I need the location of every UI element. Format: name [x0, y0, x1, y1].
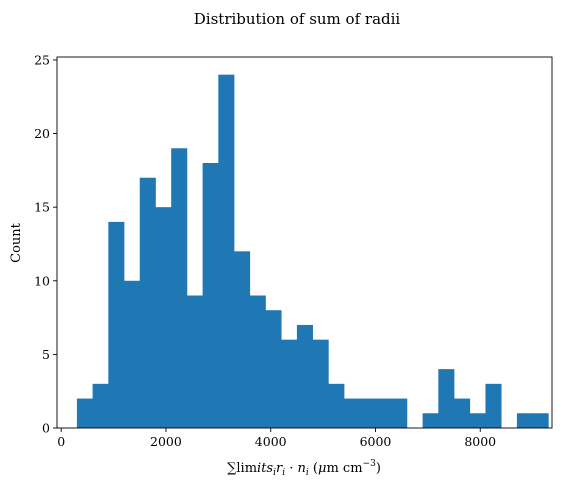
histogram-bar [296, 324, 313, 428]
y-tick-label: 20 [34, 126, 50, 141]
histogram-bar [516, 413, 533, 428]
histogram-bar [469, 413, 486, 428]
x-tick-label: 6000 [360, 434, 392, 449]
y-tick-label: 25 [34, 52, 50, 67]
histogram-bar [438, 369, 455, 428]
histogram-bar [328, 383, 345, 428]
histogram-bar [139, 177, 156, 428]
histogram-bar [265, 310, 282, 428]
histogram-bar [375, 398, 392, 428]
histogram-bar [454, 398, 471, 428]
x-tick-label: 0 [57, 434, 65, 449]
y-axis-ticks: 0 5 10 15 20 25 [34, 52, 57, 436]
x-axis-label: ∑limitsiri · ni (μm cm−3) [227, 459, 381, 478]
histogram-bar [76, 398, 93, 428]
x-tick-label: 4000 [255, 434, 287, 449]
y-tick-label: 0 [42, 421, 50, 436]
histogram-bar [281, 339, 298, 428]
histogram-bar [155, 207, 172, 428]
histogram-bar [186, 295, 203, 428]
histogram-bar [391, 398, 408, 428]
plot-frame [56, 56, 553, 429]
histogram-bar [359, 398, 376, 428]
histogram-bar [234, 251, 251, 428]
histogram-bar [171, 148, 188, 428]
x-axis-ticks: 0 2000 4000 6000 8000 [57, 428, 496, 449]
histogram-bar [532, 413, 549, 428]
histogram-bar [312, 339, 329, 428]
histogram-bar [202, 163, 219, 428]
y-tick-label: 10 [34, 273, 50, 288]
histogram-bar [485, 383, 502, 428]
x-tick-label: 8000 [464, 434, 496, 449]
histogram-bar [422, 413, 439, 428]
y-tick-label: 5 [42, 347, 50, 362]
y-axis-label: Count [9, 222, 24, 263]
histogram-bar [92, 383, 109, 428]
bars-group [76, 74, 549, 429]
histogram-bar [124, 280, 141, 428]
histogram-bar [344, 398, 361, 428]
x-tick-label: 2000 [150, 434, 182, 449]
histogram-bar [218, 74, 235, 429]
y-tick-label: 15 [34, 200, 50, 215]
histogram-bar [108, 221, 125, 428]
histogram-bar [249, 295, 266, 428]
chart-title: Distribution of sum of radii [194, 10, 401, 28]
